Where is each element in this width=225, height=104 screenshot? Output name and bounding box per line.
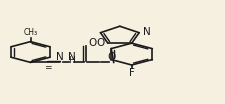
Text: O: O [107, 52, 115, 62]
Text: O: O [88, 38, 96, 48]
Text: N: N [68, 52, 75, 62]
Text: =: = [43, 63, 51, 72]
Text: O: O [96, 38, 104, 48]
Text: H: H [68, 56, 75, 65]
Text: F: F [128, 68, 134, 78]
Text: N: N [56, 52, 63, 62]
Text: N: N [142, 27, 150, 37]
Text: CH₃: CH₃ [23, 28, 37, 37]
